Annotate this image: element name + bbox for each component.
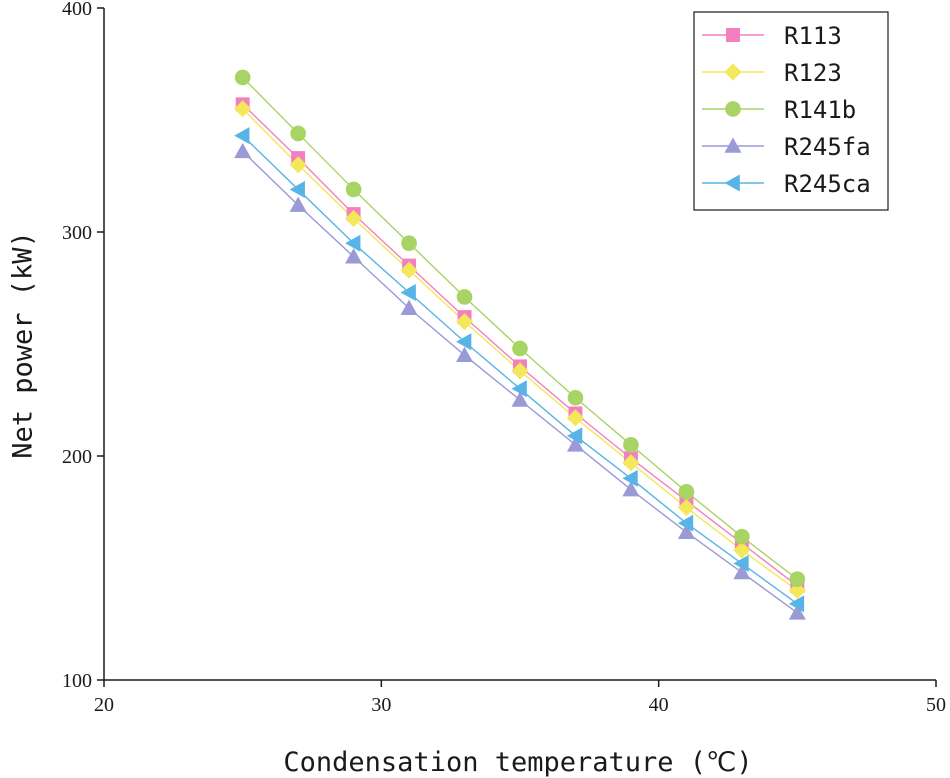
data-point-r245ca <box>234 127 250 145</box>
data-point-r245fa <box>289 196 307 212</box>
data-point-r245ca <box>788 595 805 613</box>
data-point-r123 <box>566 409 584 427</box>
data-point-r245fa <box>345 248 363 264</box>
y-tick-label: 100 <box>62 670 92 692</box>
data-point-r123 <box>788 581 806 599</box>
data-point-r123 <box>345 210 363 228</box>
data-point-r245fa <box>400 299 418 315</box>
data-point-r245fa <box>733 563 751 580</box>
data-point-r245fa <box>456 346 474 362</box>
y-tick-label: 300 <box>62 222 92 244</box>
data-point-r245fa <box>234 142 252 159</box>
data-point-r123 <box>511 362 529 380</box>
data-point-r123 <box>733 541 751 559</box>
data-point-r123 <box>289 156 307 174</box>
data-point-r141b <box>623 436 639 453</box>
data-point-r123 <box>677 499 695 517</box>
data-point-r141b <box>290 125 306 142</box>
x-axis-title: Condensation temperature (℃) <box>283 747 752 778</box>
data-point-r245ca <box>345 234 361 252</box>
x-tick-label: 30 <box>371 694 391 716</box>
data-point-r245ca <box>733 555 749 573</box>
data-point-r245ca <box>511 380 527 398</box>
data-point-r245ca <box>622 469 638 487</box>
data-point-r141b <box>734 528 750 545</box>
legend-label-r141b: R141b <box>784 96 856 124</box>
legend: R113 R123 R141b R245fa R245ca <box>693 11 889 211</box>
x-tick-label: 20 <box>94 694 114 716</box>
x-tick-label: 50 <box>926 694 946 716</box>
data-point-r245fa <box>788 604 806 620</box>
data-point-r141b <box>567 389 584 406</box>
y-tick-label: 400 <box>62 0 92 20</box>
data-point-r245ca <box>677 514 694 532</box>
data-point-r141b <box>678 484 695 500</box>
legend-marker-r113 <box>726 28 740 42</box>
data-point-r123 <box>400 261 418 279</box>
data-point-r245ca <box>400 283 416 301</box>
data-point-r141b <box>456 289 473 305</box>
data-point-r123 <box>234 100 252 118</box>
legend-marker-r245fa <box>724 137 742 153</box>
data-point-r245fa <box>511 391 529 407</box>
data-point-r245ca <box>289 180 305 198</box>
data-point-r245fa <box>622 481 640 497</box>
data-point-r141b <box>234 69 251 86</box>
legend-marker-r123 <box>724 63 742 81</box>
data-point-r141b <box>512 340 528 357</box>
data-point-r245ca <box>566 427 583 445</box>
legend-label-r245fa: R245fa <box>784 133 871 161</box>
data-point-r123 <box>456 313 474 331</box>
legend-label-r113: R113 <box>784 22 842 50</box>
data-point-r123 <box>622 454 640 472</box>
data-point-r245ca <box>456 333 472 351</box>
y-axis-title: Net power (kW) <box>8 231 39 459</box>
legend-marker-r245ca <box>724 174 740 192</box>
y-tick-label: 200 <box>62 446 92 468</box>
data-point-r141b <box>345 181 362 198</box>
legend-label-r123: R123 <box>784 59 842 87</box>
legend-label-r245ca: R245ca <box>784 170 871 198</box>
x-tick-label: 40 <box>649 694 669 716</box>
data-point-r141b <box>789 571 806 588</box>
data-point-r245fa <box>677 523 695 539</box>
legend-marker-r141b <box>725 101 741 117</box>
data-point-r245fa <box>566 436 584 452</box>
data-point-r141b <box>401 235 417 252</box>
